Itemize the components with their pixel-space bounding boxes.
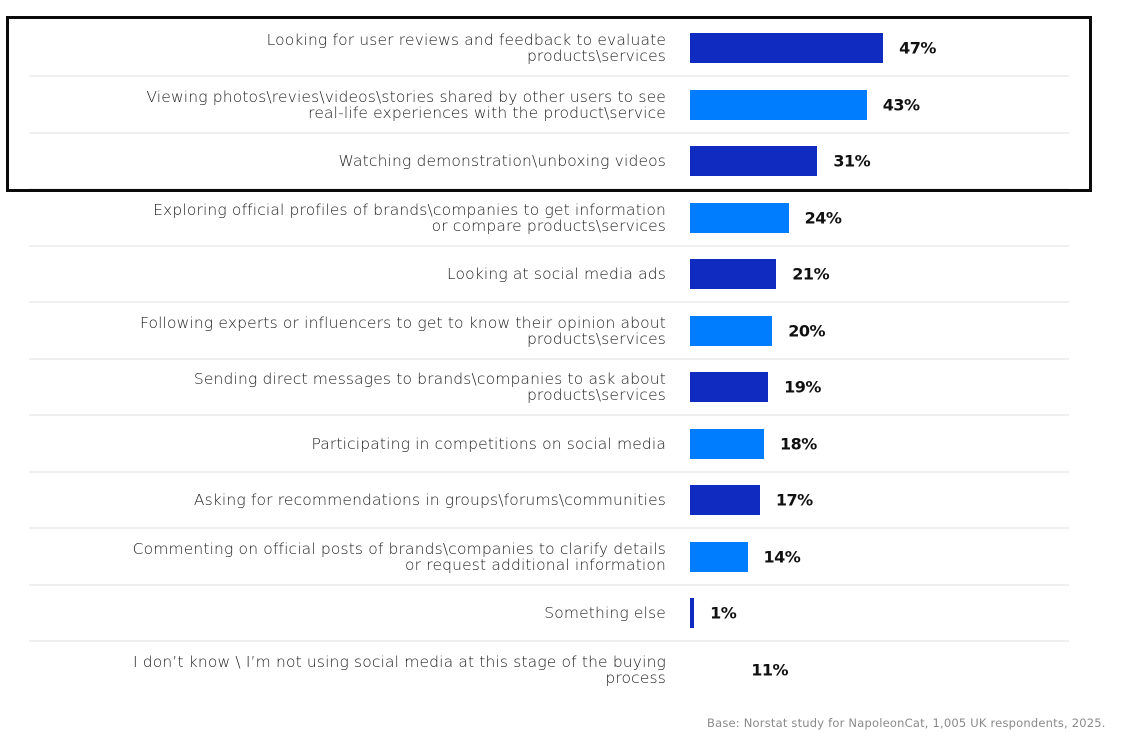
bar (690, 541, 748, 572)
category-label: Exploring official profiles of brands\co… (26, 202, 666, 234)
category-label-line: products\services (526, 47, 666, 65)
data-label: 47% (899, 38, 936, 58)
category-label: Asking for recommendations in groups\for… (26, 492, 666, 508)
chart-row: Commenting on official posts of brands\c… (0, 529, 1128, 585)
bar (690, 315, 773, 346)
bar (690, 428, 764, 459)
category-label-line: or request additional information (405, 555, 666, 574)
category-label: Following experts or influencers to get … (26, 315, 666, 347)
category-label: I don’t know \ I’m not using social medi… (26, 654, 666, 686)
category-label-line: Following experts or influencers to get … (139, 313, 666, 332)
row-separator (29, 414, 1069, 416)
row-separator (29, 75, 1069, 77)
chart-row: Following experts or influencers to get … (0, 303, 1128, 359)
chart-row: I don’t know \ I’m not using social medi… (0, 642, 1128, 698)
bar (690, 485, 760, 515)
category-label-line: Something else (544, 604, 666, 622)
row-separator (29, 470, 1069, 473)
chart-row: Looking at social media ads 21% (0, 246, 1128, 302)
bar (690, 89, 867, 120)
data-label: 19% (784, 377, 821, 397)
row-separator (29, 131, 1069, 134)
chart-row: Something else 1% (0, 585, 1128, 641)
data-label: 31% (833, 151, 871, 171)
bar (690, 33, 884, 63)
category-label: Something else (26, 605, 666, 621)
chart-row: Participating in competitions on social … (0, 416, 1128, 472)
category-label-line: Looking for user reviews and feedback to… (266, 31, 666, 49)
category-label-line: Viewing photos\revies\videos\stories sha… (146, 87, 666, 106)
chart-row: Viewing photos\revies\videos\stories sha… (0, 77, 1128, 133)
source-footnote: Base: Norstat study for NapoleonCat, 1,0… (707, 716, 1106, 730)
category-label: Sending direct messages to brands\compan… (26, 371, 666, 403)
row-separator (29, 301, 1069, 303)
category-label: Viewing photos\revies\videos\stories sha… (26, 89, 666, 121)
bar (690, 654, 736, 685)
chart-row: Exploring official profiles of brands\co… (0, 190, 1128, 246)
data-label: 18% (779, 434, 817, 453)
chart-row: Asking for recommendations in groups\for… (0, 472, 1128, 528)
bar (690, 202, 789, 233)
data-label: 24% (804, 208, 842, 227)
data-label: 43% (882, 95, 920, 114)
data-label: 14% (763, 547, 801, 566)
category-label-line: Watching demonstration\unboxing videos (338, 152, 666, 170)
category-label-line: Asking for recommendations in groups\for… (193, 491, 666, 509)
category-label: Participating in competitions on social … (26, 436, 666, 452)
category-label-line: Sending direct messages to brands\compan… (193, 370, 666, 388)
category-label-line: I don’t know \ I’m not using social medi… (132, 652, 666, 671)
row-separator (29, 244, 1069, 247)
category-label: Looking at social media ads (26, 266, 666, 282)
category-label-line: real-life experiences with the product\s… (308, 103, 666, 122)
category-label-line: Participating in competitions on social … (311, 434, 666, 453)
bar (690, 146, 818, 176)
category-label-line: process (605, 668, 666, 687)
row-separator (29, 583, 1069, 586)
chart-row: Sending direct messages to brands\compan… (0, 359, 1128, 415)
chart-row: Watching demonstration\unboxing videos 31… (0, 133, 1128, 189)
row-separator (29, 527, 1069, 529)
category-label: Looking for user reviews and feedback to… (26, 32, 666, 64)
row-separator (29, 357, 1069, 360)
category-label: Watching demonstration\unboxing videos (26, 153, 666, 169)
category-label-line: Exploring official profiles of brands\co… (153, 200, 666, 219)
category-label: Commenting on official posts of brands\c… (26, 541, 666, 573)
data-label: 11% (751, 660, 788, 679)
bar (690, 598, 695, 628)
data-label: 20% (788, 321, 825, 340)
data-label: 1% (710, 603, 737, 623)
data-label: 21% (792, 264, 830, 284)
category-label-line: Commenting on official posts of brands\c… (132, 539, 666, 558)
data-label: 17% (775, 490, 813, 510)
category-label-line: products\services (526, 329, 666, 348)
category-label-line: Looking at social media ads (447, 265, 666, 283)
category-label-line: or compare products\services (431, 216, 666, 235)
bar (690, 259, 777, 289)
category-label-line: products\services (526, 386, 666, 404)
row-separator (29, 640, 1069, 642)
bar (690, 372, 769, 402)
chart-row: Looking for user reviews and feedback to… (0, 20, 1128, 76)
